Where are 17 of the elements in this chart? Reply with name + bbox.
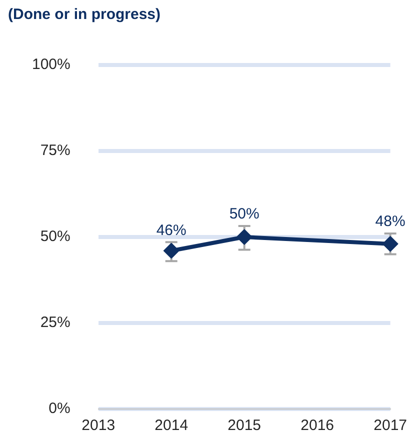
chart-title: (Done or in progress) [8, 6, 161, 23]
y-tick-label: 100% [32, 56, 70, 74]
y-tick-label: 25% [40, 314, 70, 332]
point [236, 229, 252, 245]
data-label: 48% [375, 213, 406, 230]
point [163, 242, 180, 259]
x-tick-label: 2017 [374, 417, 408, 434]
x-tick-label: 2013 [82, 417, 116, 434]
data-label: 50% [229, 206, 260, 223]
point [382, 236, 398, 252]
x-tick-label: 2015 [228, 417, 262, 434]
y-tick-label: 75% [40, 142, 70, 160]
y-tick-label: 0% [48, 400, 70, 418]
y-tick-label: 50% [40, 228, 70, 246]
x-tick-label: 2014 [154, 417, 188, 434]
x-tick-label: 2016 [300, 417, 334, 434]
data-label: 46% [156, 222, 186, 239]
